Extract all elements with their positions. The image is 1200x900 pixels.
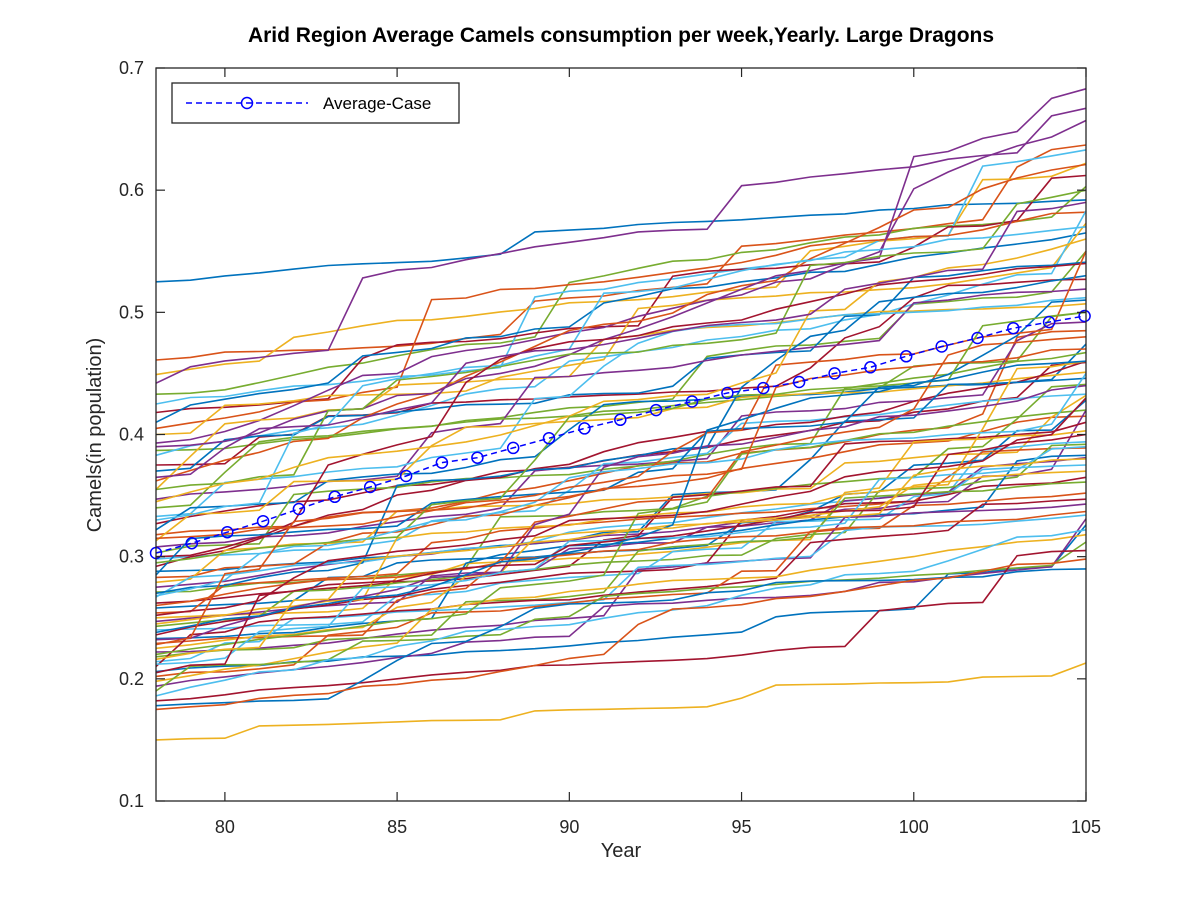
series-line	[155, 470, 1087, 650]
average-case-marker	[506, 441, 520, 455]
series-line	[155, 226, 1087, 521]
x-tick-label: 85	[387, 817, 407, 837]
y-tick-label: 0.6	[119, 180, 144, 200]
series-line	[155, 430, 1087, 619]
average-case-marker	[221, 525, 234, 539]
series-line	[155, 464, 1087, 631]
series-line	[155, 321, 1087, 548]
average-case-marker	[971, 331, 984, 345]
series-line	[155, 433, 1087, 674]
y-tick-label: 0.2	[119, 669, 144, 689]
series-line	[155, 88, 1087, 448]
series-line	[155, 492, 1087, 645]
series-line	[155, 299, 1087, 576]
y-tick-label: 0.5	[119, 302, 144, 322]
average-case-marker	[721, 386, 734, 400]
x-tick-label: 95	[732, 817, 752, 837]
series-line	[155, 144, 1087, 361]
series-line	[155, 510, 1087, 678]
average-case-marker	[363, 480, 377, 494]
x-tick-label: 100	[899, 817, 929, 837]
average-case-line	[155, 315, 1085, 554]
series-line	[155, 541, 1087, 692]
average-case-marker	[792, 375, 806, 389]
average-case-marker	[328, 490, 342, 504]
series-lines	[155, 88, 1087, 741]
series-line	[155, 343, 1087, 531]
average-case-marker	[1042, 315, 1056, 329]
series-line	[155, 498, 1087, 668]
series-line	[155, 274, 1087, 595]
series-line	[155, 384, 1087, 641]
legend-label: Average-Case	[323, 94, 431, 113]
chart-title: Arid Region Average Camels consumption p…	[248, 24, 994, 47]
series-line	[155, 533, 1087, 683]
series-line	[155, 348, 1087, 646]
series-line	[155, 529, 1087, 697]
y-tick-label: 0.3	[119, 547, 144, 567]
series-line	[155, 250, 1087, 452]
average-case-marker	[614, 413, 627, 427]
series-line	[155, 409, 1087, 656]
x-axis-label: Year	[601, 840, 642, 862]
y-axis-label: Camels(in population)	[84, 338, 106, 533]
average-case-series	[149, 309, 1091, 560]
series-line	[155, 393, 1087, 560]
series-line	[155, 371, 1087, 542]
series-line	[155, 558, 1087, 711]
average-case-marker	[578, 422, 591, 435]
average-case-marker	[435, 456, 449, 469]
series-line	[155, 360, 1087, 634]
series-line	[155, 201, 1087, 479]
series-line	[155, 372, 1087, 597]
series-line	[155, 296, 1087, 518]
average-case-marker	[899, 350, 913, 363]
series-line	[155, 163, 1087, 482]
average-case-marker	[935, 340, 948, 353]
legend: Average-Case	[171, 82, 460, 124]
series-line	[155, 415, 1087, 579]
series-line	[155, 262, 1087, 558]
legend-marker	[240, 96, 254, 110]
average-case-marker	[1007, 321, 1020, 335]
series-line	[155, 397, 1087, 617]
average-case-marker	[649, 403, 663, 417]
series-line	[155, 211, 1087, 430]
series-line	[155, 409, 1087, 588]
average-case-marker	[292, 502, 306, 516]
average-case-marker	[542, 431, 556, 445]
average-case-marker	[828, 367, 841, 380]
average-case-marker	[399, 469, 413, 483]
x-tick-label: 105	[1071, 817, 1101, 837]
series-line	[155, 199, 1087, 283]
average-case-marker	[256, 514, 270, 528]
y-tick-label: 0.1	[119, 791, 144, 811]
average-case-marker	[757, 381, 770, 395]
average-case-marker	[685, 395, 699, 408]
average-case-marker	[471, 451, 484, 464]
series-line	[155, 662, 1087, 741]
average-case-marker	[185, 536, 199, 550]
series-line	[155, 447, 1087, 614]
y-tick-label: 0.7	[119, 58, 144, 78]
series-line	[155, 185, 1087, 395]
series-line	[155, 107, 1087, 384]
series-line	[155, 288, 1087, 500]
series-line	[155, 238, 1087, 503]
x-tick-label: 80	[215, 817, 235, 837]
series-line	[155, 232, 1087, 424]
series-line	[155, 458, 1087, 661]
average-case-marker	[864, 361, 877, 374]
axes	[155, 67, 1087, 802]
series-line	[155, 549, 1087, 702]
x-tick-label: 90	[559, 817, 579, 837]
series-line	[155, 189, 1087, 491]
average-case-marker	[1078, 309, 1091, 323]
series-line	[155, 481, 1087, 658]
series-line	[155, 443, 1087, 628]
tick-labels: 80 85 90 95 100 105 0.1 0.2 0.3 0.4 0.5 0.6 0.7	[119, 58, 1101, 837]
series-line	[155, 119, 1087, 444]
y-tick-label: 0.4	[119, 425, 144, 445]
